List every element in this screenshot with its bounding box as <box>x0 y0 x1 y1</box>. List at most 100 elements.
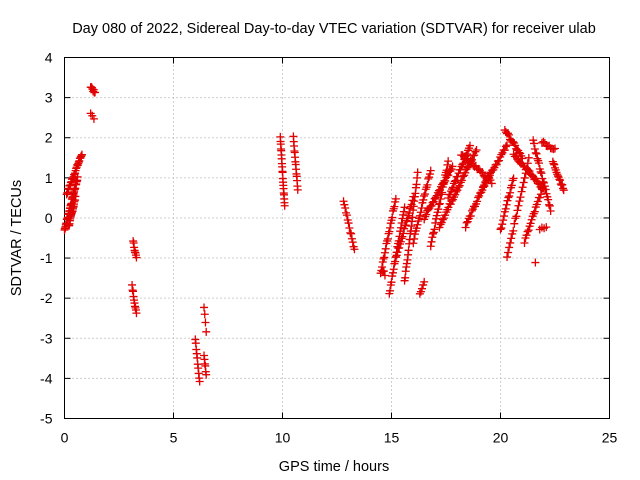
x-tick-label: 25 <box>602 430 618 446</box>
y-tick-label: -1 <box>40 250 53 266</box>
data-point <box>397 234 406 243</box>
data-point <box>379 254 388 263</box>
data-point <box>505 243 514 252</box>
data-point <box>442 166 451 175</box>
y-tick-label: -5 <box>40 411 53 427</box>
y-tick-label: 1 <box>45 170 53 186</box>
data-point <box>542 223 551 232</box>
data-point <box>555 175 564 184</box>
data-point <box>556 176 565 185</box>
data-point <box>431 193 440 202</box>
data-point <box>426 242 435 251</box>
y-tick-label: -3 <box>40 330 53 346</box>
data-point <box>507 181 516 190</box>
y-tick-label: 0 <box>45 210 53 226</box>
data-point <box>508 176 517 185</box>
data-point <box>463 163 472 172</box>
data-point <box>478 168 487 177</box>
data-point <box>536 167 545 176</box>
data-point <box>524 226 533 235</box>
data-point <box>439 180 448 189</box>
data-point <box>535 193 544 202</box>
data-point <box>558 184 567 193</box>
data-point <box>293 185 302 194</box>
data-point <box>200 310 209 319</box>
x-axis-label: GPS time / hours <box>279 459 389 475</box>
data-point <box>341 203 350 212</box>
data-point <box>132 309 141 318</box>
data-point <box>552 168 561 177</box>
data-point <box>456 178 465 187</box>
data-point <box>385 227 394 236</box>
data-point <box>467 206 476 215</box>
data-point <box>497 150 506 159</box>
data-point <box>514 201 523 210</box>
data-point <box>541 185 550 194</box>
data-point <box>393 248 402 257</box>
data-point <box>515 197 524 206</box>
data-point <box>546 207 555 216</box>
data-point <box>451 176 460 185</box>
data-point <box>381 244 390 253</box>
data-point <box>436 220 445 229</box>
data-point <box>421 185 430 194</box>
data-point <box>424 174 433 183</box>
data-point <box>438 215 447 224</box>
data-point <box>412 224 421 233</box>
data-point <box>410 234 419 243</box>
data-point <box>437 190 446 199</box>
data-point <box>447 185 456 194</box>
x-tick-label: 5 <box>170 430 178 446</box>
data-point <box>71 192 80 201</box>
data-point <box>388 268 397 277</box>
data-point <box>436 195 445 204</box>
data-point <box>522 231 531 240</box>
data-point <box>347 229 356 238</box>
data-point <box>344 219 353 228</box>
data-point <box>553 171 562 180</box>
x-tick-label: 20 <box>493 430 509 446</box>
data-point <box>420 190 429 199</box>
data-points <box>60 83 568 386</box>
data-point <box>499 212 508 221</box>
data-point <box>520 173 529 182</box>
data-point <box>77 150 86 159</box>
data-point <box>512 212 521 221</box>
data-point <box>501 142 510 151</box>
data-point <box>444 194 453 203</box>
data-point <box>530 207 539 216</box>
data-point <box>511 141 520 150</box>
data-point <box>348 238 357 247</box>
data-point <box>532 149 541 158</box>
data-point <box>427 237 436 246</box>
data-point <box>380 253 389 262</box>
data-point <box>537 169 546 178</box>
data-point <box>531 258 540 267</box>
data-point <box>503 141 512 150</box>
data-point <box>559 186 568 195</box>
data-point <box>498 220 507 229</box>
data-point <box>465 141 474 150</box>
data-point <box>280 201 289 210</box>
x-tick-label: 15 <box>384 430 400 446</box>
data-point <box>544 195 553 204</box>
data-point <box>551 144 559 153</box>
data-point <box>466 211 475 220</box>
data-point <box>545 201 554 210</box>
data-point <box>434 205 443 214</box>
data-point <box>510 219 519 228</box>
data-point <box>446 190 455 199</box>
data-point <box>413 168 422 177</box>
data-point <box>423 180 432 189</box>
data-point <box>391 253 400 262</box>
data-point <box>350 245 359 254</box>
data-point <box>428 233 437 242</box>
y-tick-label: -2 <box>40 290 53 306</box>
data-point <box>421 212 430 221</box>
data-point <box>132 253 141 262</box>
data-point <box>440 176 449 185</box>
data-point <box>474 193 483 202</box>
data-point <box>401 221 410 230</box>
data-point <box>432 211 441 220</box>
